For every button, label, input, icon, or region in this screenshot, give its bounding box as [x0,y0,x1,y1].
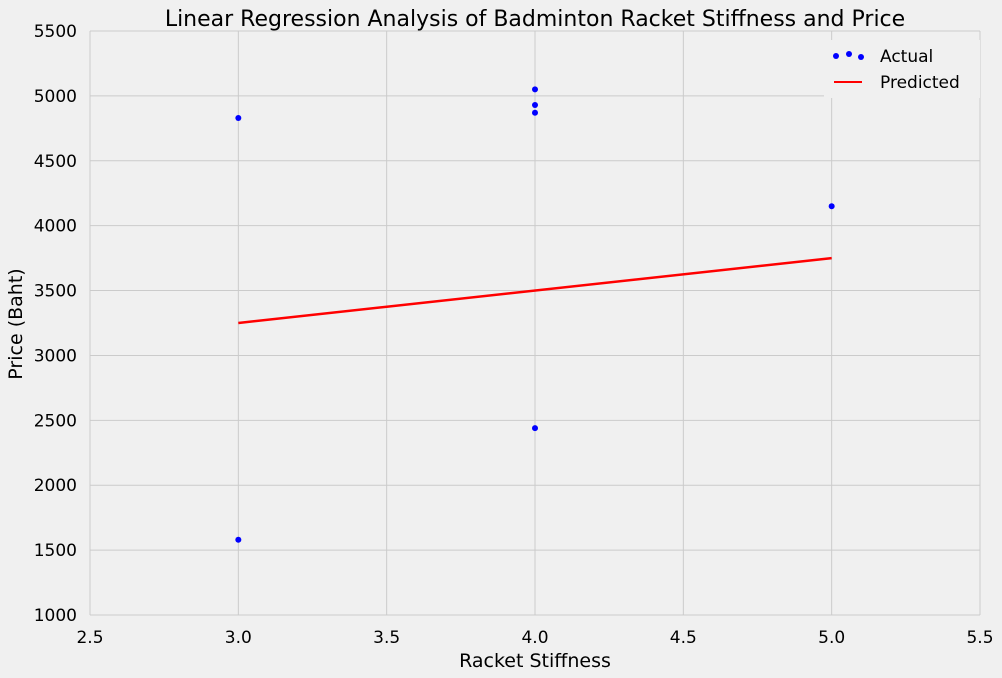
x-tick-labels: 2.5 3.0 3.5 4.0 4.5 5.0 5.5 [76,628,993,648]
y-tick-label: 2000 [34,476,77,496]
actual-data-point [235,114,242,121]
y-tick-label: 1000 [34,606,77,626]
actual-data-point [532,86,538,93]
actual-data-point [828,203,835,210]
chart-title: Linear Regression Analysis of Badminton … [165,7,905,32]
x-tick-label: 4.0 [521,628,548,648]
y-tick-label: 1500 [34,541,77,561]
x-tick-label: 2.5 [76,628,103,648]
legend-actual-label: Actual [880,47,933,67]
legend-box [824,40,980,98]
x-tick-label: 5.0 [818,628,845,648]
predicted-regression-line [238,256,832,325]
actual-data-point [532,425,538,432]
series-layer [235,86,835,543]
y-tick-label: 3500 [34,282,77,302]
y-tick-label: 2500 [34,411,77,431]
legend-predicted-label: Predicted [880,73,960,93]
legend-actual-marker [846,51,852,57]
legend-actual-marker [833,53,839,59]
y-tick-labels: 1000 1500 2000 2500 3000 3500 4000 4500 5000 5500 [34,22,77,626]
y-tick-label: 5500 [34,22,77,42]
y-tick-label: 4000 [34,217,77,237]
x-tick-label: 5.5 [966,628,993,648]
actual-data-point [532,101,538,108]
y-tick-label: 3000 [34,346,77,366]
y-axis-label: Price (Baht) [5,268,27,379]
actual-data-point [532,109,538,116]
legend-actual-marker [858,54,864,60]
x-axis-label: Racket Stiffness [459,650,611,672]
legend: Actual Predicted [824,40,980,98]
y-tick-label: 4500 [34,152,77,172]
x-tick-label: 3.0 [225,628,252,648]
actual-data-point [235,536,242,543]
x-tick-label: 4.5 [670,628,697,648]
y-tick-label: 5000 [34,87,77,107]
x-tick-label: 3.5 [373,628,400,648]
